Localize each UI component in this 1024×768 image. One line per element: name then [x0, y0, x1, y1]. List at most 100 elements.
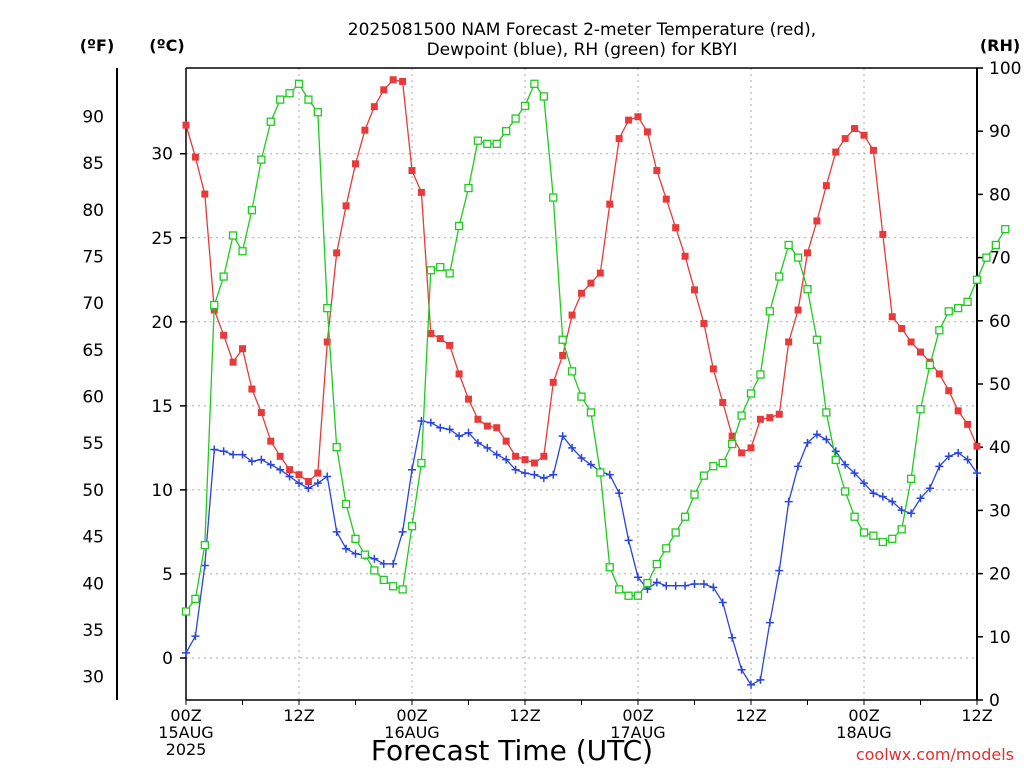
2-meter-temperature-point	[521, 456, 529, 464]
dewpoint-point	[219, 447, 228, 456]
2-meter-temperature-point	[399, 77, 407, 85]
2-meter-temperature-point	[954, 407, 962, 415]
dewpoint-point	[860, 479, 868, 488]
2-meter-temperature-point	[380, 86, 388, 94]
2-meter-temperature-point	[794, 306, 802, 314]
dewpoint-point	[304, 484, 313, 493]
dewpoint-point	[784, 497, 793, 506]
2-meter-temperature-point	[935, 370, 943, 378]
rh-point	[878, 537, 887, 547]
rh-point	[417, 458, 426, 468]
dewpoint-point	[276, 465, 285, 474]
x-tick-label: 12Z	[509, 706, 540, 725]
2-meter-temperature-point	[625, 116, 633, 124]
dewpoint-point	[558, 432, 567, 441]
dewpoint-point	[586, 460, 595, 469]
fahrenheit-tick-label: 55	[82, 434, 104, 454]
rh-point	[897, 525, 906, 534]
2-meter-temperature-point	[879, 230, 887, 238]
rh-point	[238, 247, 247, 256]
rh-point	[436, 262, 445, 272]
x-axis-title: Forecast Time (UTC)	[371, 734, 653, 767]
dewpoint-point	[530, 470, 539, 479]
2-meter-temperature-point	[352, 160, 359, 168]
2-meter-temperature-point	[643, 128, 651, 136]
rh-point	[728, 439, 737, 449]
rh-point	[351, 534, 360, 543]
2-meter-temperature-point	[596, 269, 604, 277]
fahrenheit-tick-label: 40	[82, 574, 104, 594]
rh-tick-label: 10	[989, 628, 1011, 648]
celsius-axis-unit: (ºC)	[149, 36, 184, 55]
dewpoint-point	[690, 580, 699, 589]
chart-title-line-2: Dewpoint (blue), RH (green) for KBYI	[427, 40, 738, 60]
dewpoint-point	[332, 527, 341, 536]
2-meter-temperature-point	[361, 126, 369, 134]
2-meter-temperature-point	[417, 188, 425, 196]
2-meter-temperature-point	[804, 249, 811, 257]
rh-point	[323, 304, 332, 313]
2-meter-temperature-point	[775, 410, 783, 418]
2-meter-temperature-point	[672, 224, 680, 232]
dewpoint-point	[681, 581, 690, 590]
dewpoint-point	[182, 648, 190, 657]
rh-point	[398, 585, 407, 594]
rh-point	[699, 471, 709, 480]
rh-point	[680, 512, 690, 521]
rh-tick-label: 0	[989, 691, 1000, 711]
2-meter-temperature-point	[389, 76, 397, 84]
dewpoint-point	[605, 470, 614, 479]
rh-tick-label: 100	[989, 59, 1021, 79]
2-meter-temperature-point	[822, 182, 830, 190]
2-meter-temperature-point	[766, 414, 774, 422]
2-meter-temperature-point	[681, 252, 689, 260]
2-meter-temperature-point	[267, 437, 275, 445]
rh-point	[624, 591, 633, 600]
2-meter-temperature-point	[465, 395, 472, 403]
2-meter-temperature-point	[662, 195, 670, 203]
rh-point	[426, 266, 435, 275]
celsius-tick-label: 10	[151, 481, 173, 501]
2-meter-temperature-point	[898, 325, 906, 333]
rh-point	[181, 607, 191, 616]
dewpoint-point	[954, 448, 963, 457]
dewpoint-point	[747, 680, 755, 689]
dewpoint-point	[502, 455, 511, 464]
2-meter-temperature-point	[342, 202, 350, 210]
dewpoint-point	[869, 489, 878, 498]
2-meter-temperature-point	[540, 452, 548, 460]
x-tick-label: 00Z	[396, 706, 427, 725]
rh-point	[972, 275, 982, 284]
dewpoint-point	[624, 536, 633, 545]
dewpoint-point	[511, 465, 520, 474]
rh-point	[549, 193, 558, 202]
dewpoint-point	[718, 598, 727, 607]
dewpoint-point	[455, 432, 464, 441]
dewpoint-point	[888, 497, 897, 506]
rh-point	[944, 307, 953, 316]
dewpoint-point	[907, 509, 916, 518]
2-meter-temperature-point	[738, 449, 746, 457]
rh-point	[690, 490, 699, 499]
2-meter-temperature-point	[869, 146, 877, 154]
rh-point	[586, 408, 596, 417]
rh-point	[313, 108, 322, 117]
2-meter-temperature-point	[427, 330, 435, 338]
fahrenheit-tick-label: 75	[82, 247, 104, 267]
rh-point	[445, 269, 454, 278]
2-meter-temperature-point	[615, 135, 623, 143]
2-meter-temperature-point	[917, 348, 924, 356]
rh-point	[370, 566, 379, 575]
rh-point	[793, 253, 803, 262]
dewpoint-point	[408, 465, 416, 474]
dewpoint-point	[351, 549, 360, 558]
2-meter-temperature-point	[304, 477, 312, 485]
rh-point	[605, 563, 614, 572]
rh-point	[530, 79, 539, 88]
2-meter-temperature-point	[888, 313, 896, 321]
fahrenheit-tick-label: 85	[82, 154, 104, 174]
rh-point	[784, 240, 793, 250]
fahrenheit-tick-label: 60	[82, 388, 104, 408]
x-tick-label: 2025	[166, 740, 207, 759]
dewpoint-point	[662, 581, 671, 590]
